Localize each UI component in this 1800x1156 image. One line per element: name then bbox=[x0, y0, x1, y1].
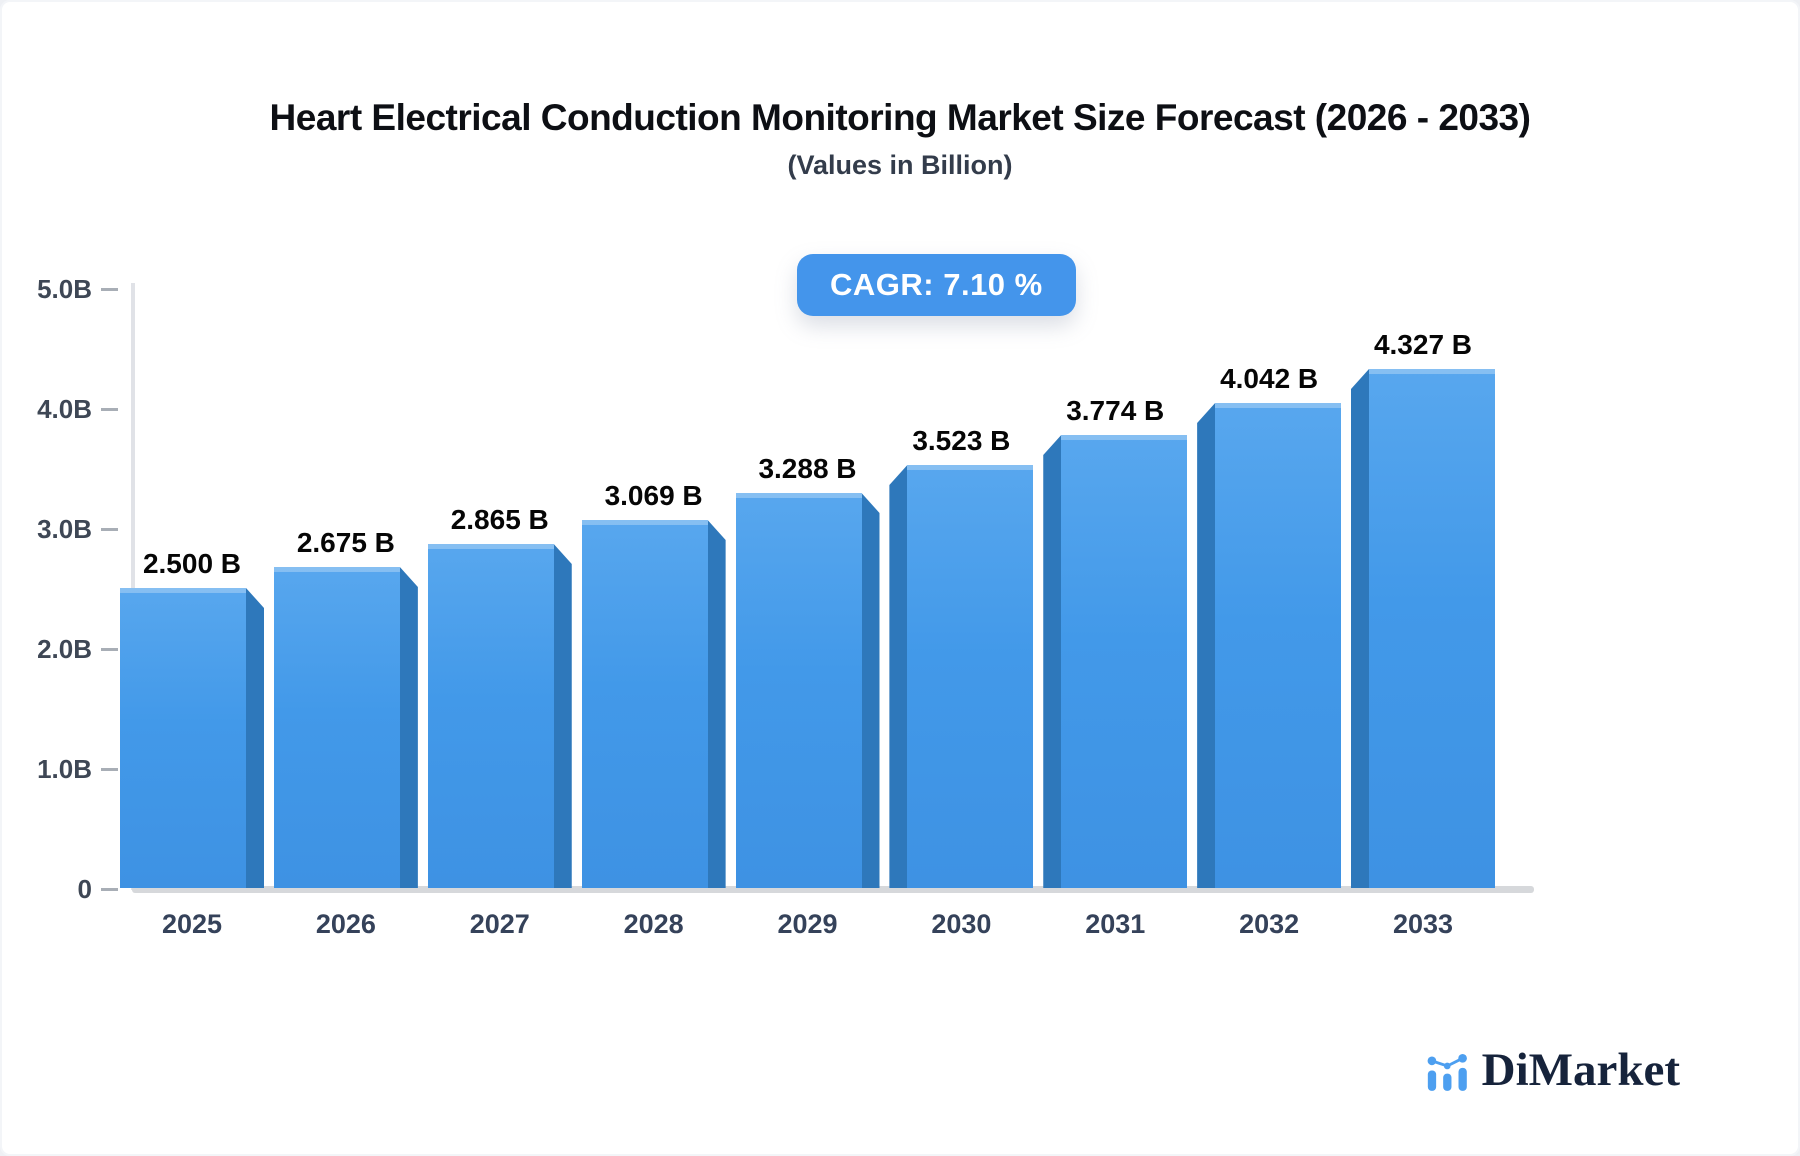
bar-value-label: 3.523 B bbox=[912, 425, 1011, 456]
bar-value-label: 3.774 B bbox=[1066, 395, 1165, 426]
bar bbox=[120, 588, 246, 888]
y-axis-label: 5.0B bbox=[37, 274, 92, 304]
chart-title: Heart Electrical Conduction Monitoring M… bbox=[269, 97, 1531, 138]
bar-chart-logo-icon bbox=[1427, 1053, 1467, 1091]
bar-value-label: 2.500 B bbox=[142, 548, 242, 579]
x-axis-baseline bbox=[132, 886, 1534, 893]
y-axis-tick bbox=[101, 768, 118, 771]
chart-subtitle: (Values in Billion) bbox=[787, 150, 1013, 180]
bar-value-label: 3.069 B bbox=[604, 480, 703, 511]
bar bbox=[1061, 435, 1188, 888]
bar-side-face bbox=[861, 493, 880, 888]
bar bbox=[273, 567, 400, 888]
bar-side-face bbox=[399, 567, 418, 888]
bar-value-label: 2.675 B bbox=[296, 527, 395, 558]
bar bbox=[907, 465, 1034, 888]
bar-value-label: 3.288 B bbox=[758, 453, 857, 484]
bar-side-face bbox=[889, 465, 908, 888]
x-axis-label: 2026 bbox=[315, 909, 376, 939]
brand-logo: DiMarket bbox=[1424, 1047, 1680, 1094]
x-axis-label: 2033 bbox=[1392, 909, 1454, 939]
y-axis-tick bbox=[101, 648, 118, 651]
bar-side-face bbox=[1197, 403, 1216, 888]
x-axis-label: 2028 bbox=[623, 909, 684, 939]
bar-side-face bbox=[246, 588, 264, 888]
bar-value-label: 4.327 B bbox=[1373, 329, 1473, 360]
y-axis-label: 0 bbox=[77, 874, 92, 904]
y-axis-tick bbox=[101, 288, 118, 291]
bar-side-face bbox=[553, 544, 572, 888]
bar-side-face bbox=[1351, 369, 1369, 888]
x-axis-label: 2025 bbox=[161, 909, 223, 939]
brand-name: DiMarket bbox=[1481, 1044, 1680, 1096]
x-axis-label: 2032 bbox=[1239, 909, 1300, 939]
x-axis-label: 2029 bbox=[777, 909, 838, 939]
y-axis-label: 1.0B bbox=[37, 754, 92, 784]
y-axis-tick bbox=[101, 528, 118, 531]
bar bbox=[1215, 403, 1342, 888]
y-axis-label: 3.0B bbox=[37, 514, 92, 544]
y-axis-label: 2.0B bbox=[37, 634, 92, 664]
y-axis-line bbox=[131, 283, 135, 890]
bar bbox=[581, 520, 708, 888]
bar-value-label: 2.865 B bbox=[450, 504, 549, 535]
cagr-badge: CAGR: 7.10 % bbox=[797, 254, 1076, 316]
y-axis-label: 4.0B bbox=[37, 394, 92, 424]
x-axis-label: 2027 bbox=[469, 909, 530, 939]
bar-value-label: 4.042 B bbox=[1220, 363, 1319, 394]
bar bbox=[1369, 369, 1495, 888]
y-axis-tick bbox=[101, 408, 118, 411]
x-axis-label: 2031 bbox=[1085, 909, 1146, 939]
bar bbox=[735, 493, 862, 888]
bar-side-face bbox=[707, 520, 726, 888]
y-axis-tick bbox=[101, 888, 118, 891]
bar bbox=[427, 544, 554, 888]
bar-side-face bbox=[1043, 435, 1062, 888]
x-axis-label: 2030 bbox=[931, 909, 992, 939]
